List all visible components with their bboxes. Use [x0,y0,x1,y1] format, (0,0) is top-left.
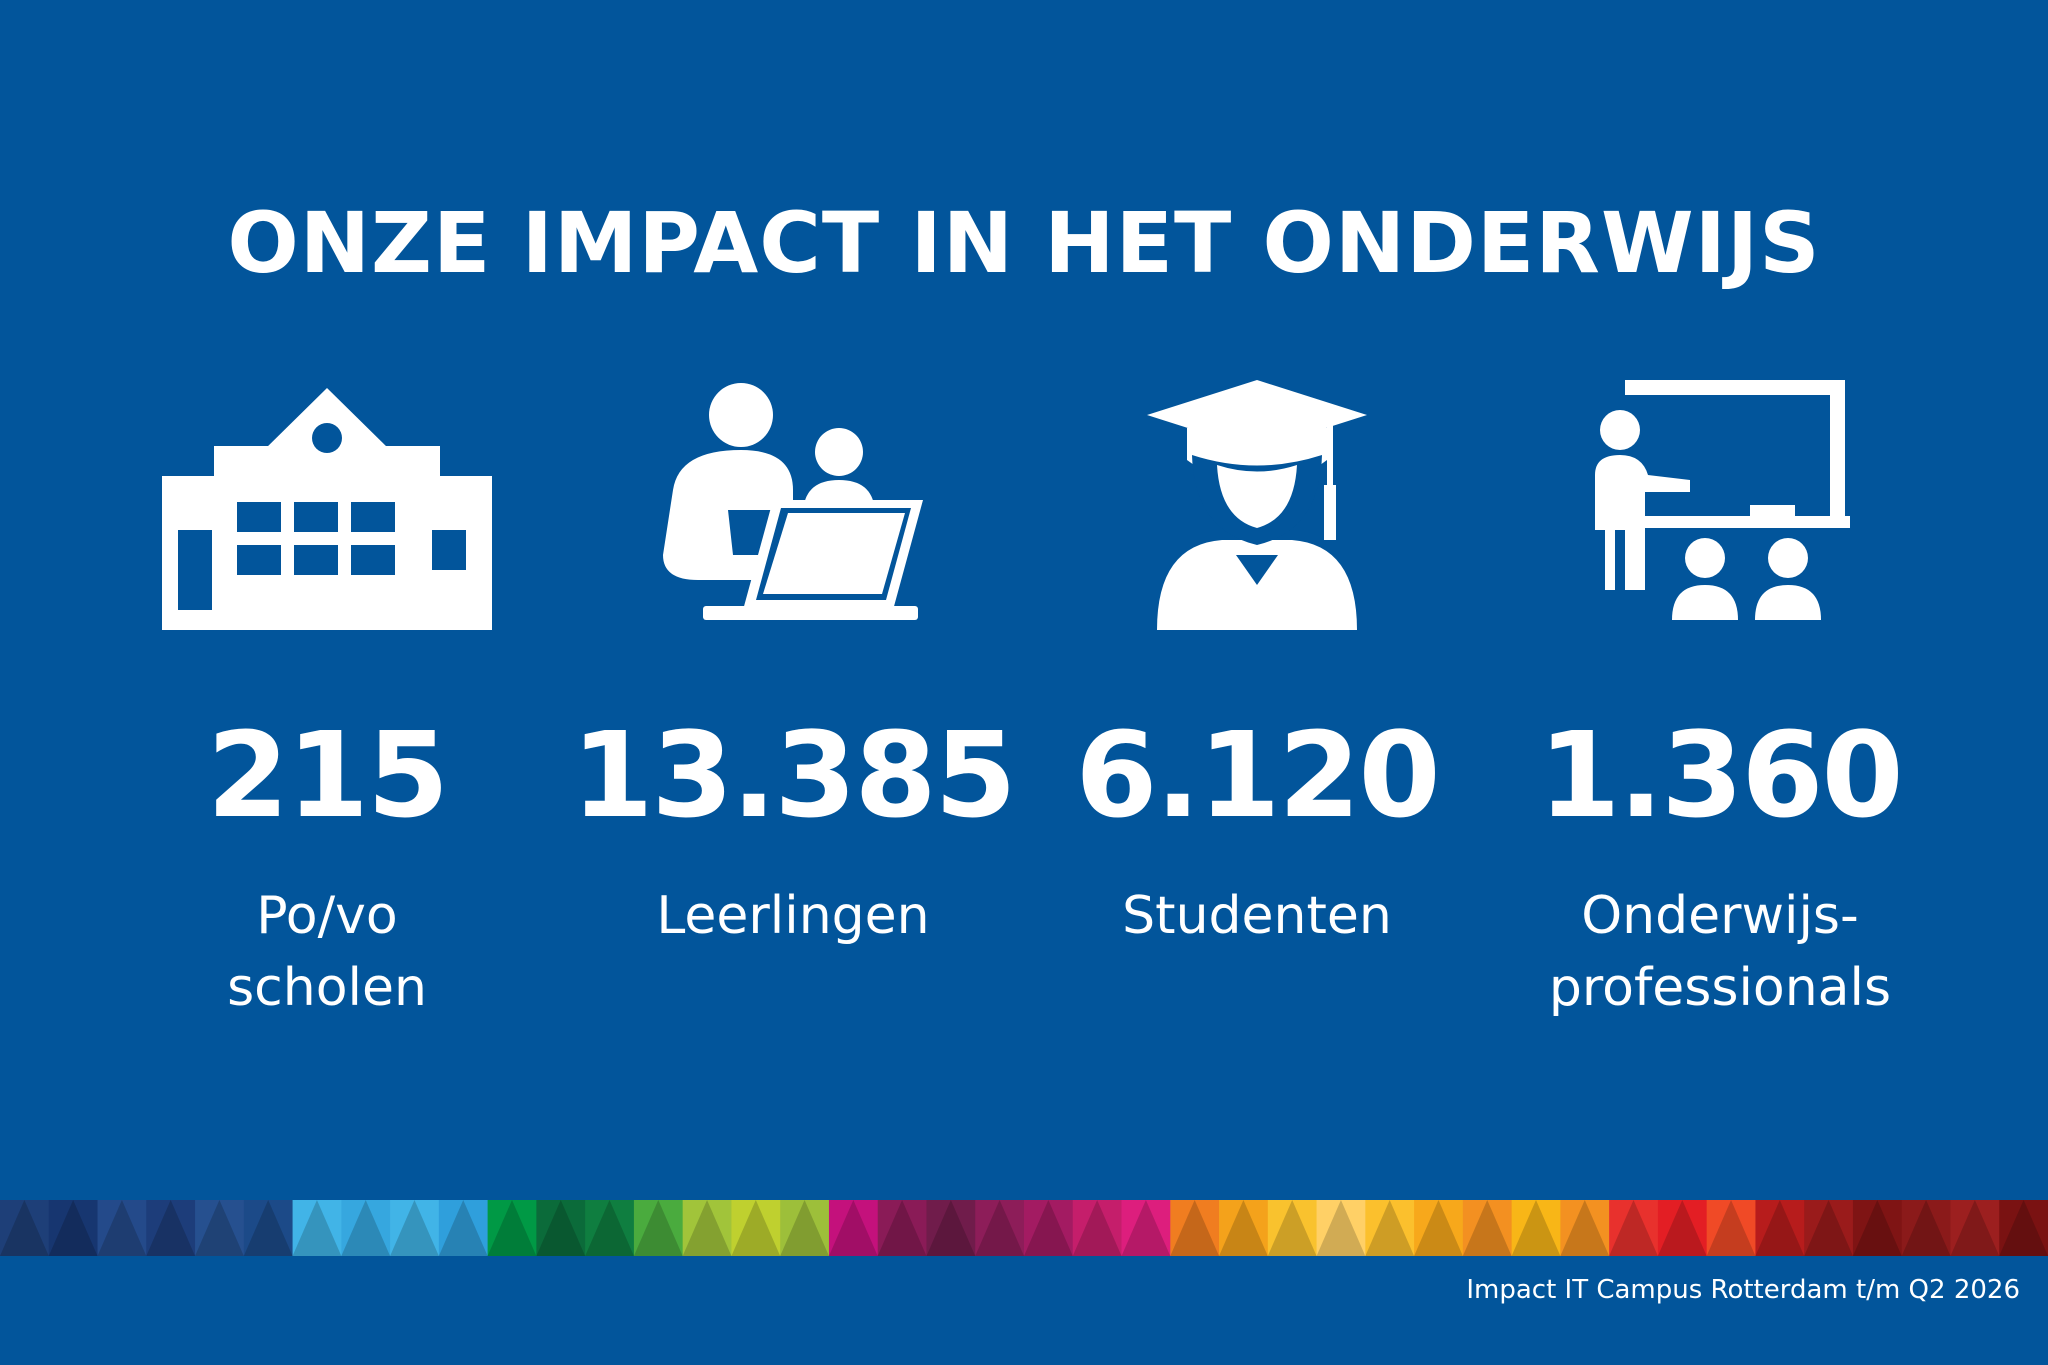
stat-label-line: Po/vo [256,886,398,946]
strip-triangle [1316,1200,1366,1256]
strip-triangle [243,1200,293,1256]
strip-triangle [292,1200,342,1256]
stat-value: 13.385 [571,706,1016,844]
teacher-whiteboard-icon [1595,380,1850,620]
stat-label: Po/vo scholen [87,880,567,1024]
stat-schools: 215 Po/vo scholen [87,0,567,1100]
strip-triangle [438,1200,488,1256]
strip-triangle [1024,1200,1073,1256]
strip-triangle [536,1200,586,1256]
school-building-icon [162,388,492,630]
strip-triangle [1072,1200,1122,1256]
strip-triangle [97,1200,147,1256]
stat-value: 215 [206,706,449,844]
strip-triangle [390,1200,439,1256]
strip-triangle [1414,1200,1463,1256]
stat-label-line: scholen [227,958,427,1018]
strip-triangle [975,1200,1024,1256]
strip-triangle [146,1200,196,1256]
stat-pupils: 13.385 Leerlingen [553,0,1033,1100]
strip-triangle [487,1200,537,1256]
stat-label-line: Onderwijs- [1581,886,1859,946]
strip-triangle [1804,1200,1853,1256]
strip-triangle [1219,1200,1268,1256]
strip-triangle [1950,1200,2000,1256]
stat-label-line: Leerlingen [656,886,930,946]
stat-label-line: professionals [1548,958,1892,1018]
strip-triangle [585,1200,634,1256]
stat-label: Leerlingen [553,880,1033,952]
strip-triangle [1267,1200,1317,1256]
page-title: ONZE IMPACT IN HET ONDERWIJS [227,194,1821,292]
strip-triangle [1511,1200,1561,1256]
strip-triangle [828,1200,878,1256]
stat-value: 1.360 [1538,706,1903,844]
students-laptop-icon [663,383,923,620]
strip-triangle [1170,1200,1220,1256]
color-triangle-strip [0,1200,2048,1256]
strip-triangle [1657,1200,1707,1256]
strip-triangle [926,1200,976,1256]
graduate-cap-icon [1147,380,1367,630]
strip-triangle [1852,1200,1902,1256]
stat-students: 6.120 Studenten [1017,0,1497,1100]
strip-triangle [780,1200,829,1256]
stat-label: Studenten [1017,880,1497,952]
strip-triangle [1121,1200,1171,1256]
strip-triangle [1901,1200,1951,1256]
strip-triangle [0,1200,49,1256]
strip-triangle [1609,1200,1658,1256]
strip-triangle [48,1200,98,1256]
stat-value: 6.120 [1075,706,1440,844]
strip-triangle [341,1200,391,1256]
strip-triangle [633,1200,683,1256]
strip-triangle [1365,1200,1415,1256]
strip-triangle [731,1200,781,1256]
stat-label: Onderwijs- professionals [1480,880,1960,1024]
strip-triangle [1560,1200,1610,1256]
strip-triangle [1755,1200,1805,1256]
strip-triangle [1462,1200,1512,1256]
stat-professionals: 1.360 Onderwijs- professionals [1480,0,1960,1100]
strip-triangle [1706,1200,1756,1256]
footer-source: Impact IT Campus Rotterdam t/m Q2 2026 [1466,1275,2020,1305]
stat-label-line: Studenten [1122,886,1392,946]
strip-triangle [195,1200,244,1256]
strip-triangle [877,1200,927,1256]
strip-triangle [1999,1200,2048,1256]
strip-triangle [682,1200,732,1256]
